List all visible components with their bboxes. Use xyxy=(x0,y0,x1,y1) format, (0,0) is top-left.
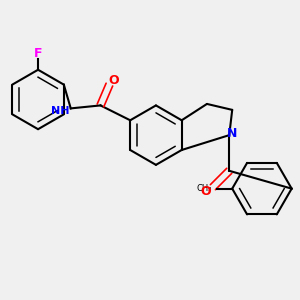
Text: N: N xyxy=(227,127,237,140)
Text: O: O xyxy=(200,185,211,198)
Text: F: F xyxy=(34,47,42,61)
Text: CH₃: CH₃ xyxy=(196,184,212,193)
Text: NH: NH xyxy=(51,106,69,116)
Text: O: O xyxy=(109,74,119,87)
